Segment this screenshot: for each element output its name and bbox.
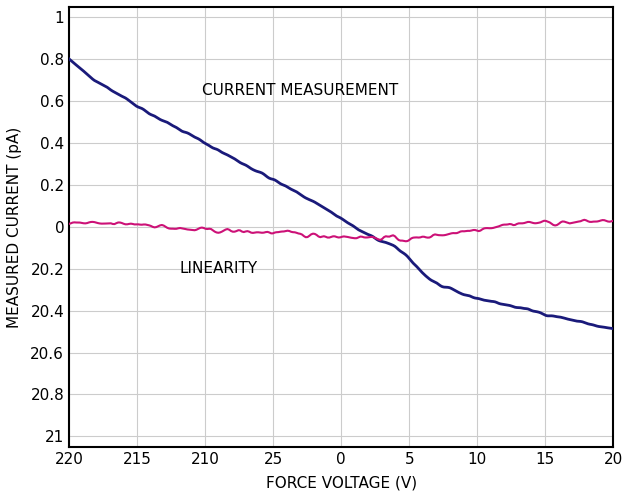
Text: LINEARITY: LINEARITY xyxy=(180,261,258,276)
X-axis label: FORCE VOLTAGE (V): FORCE VOLTAGE (V) xyxy=(266,475,417,490)
Y-axis label: MEASURED CURRENT (pA): MEASURED CURRENT (pA) xyxy=(7,126,22,328)
Text: CURRENT MEASUREMENT: CURRENT MEASUREMENT xyxy=(202,83,399,98)
